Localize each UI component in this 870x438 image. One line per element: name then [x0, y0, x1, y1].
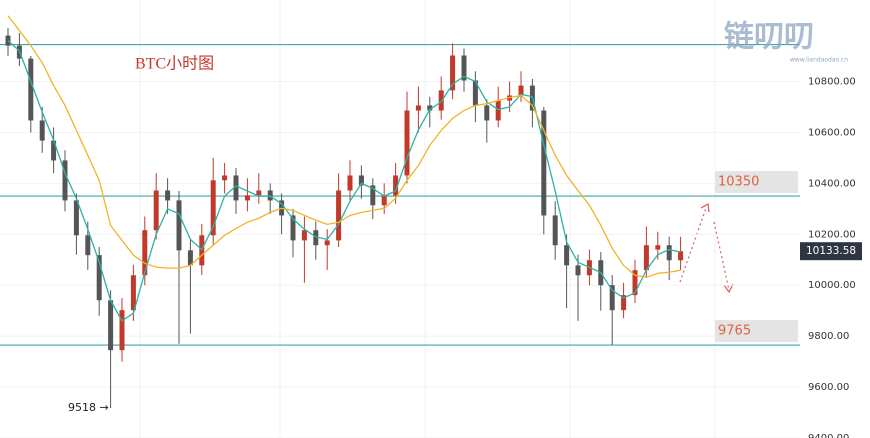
candle-body	[655, 245, 661, 250]
candle-body	[108, 300, 114, 351]
candle-body	[313, 230, 319, 246]
y-tick-label: 10200.00	[808, 229, 856, 240]
candle-body	[324, 240, 330, 246]
candle-body	[643, 245, 649, 271]
level-label: 10350	[718, 175, 759, 190]
arrow-head	[723, 283, 734, 294]
candle-body	[484, 105, 490, 121]
candle-body	[575, 265, 581, 276]
chart-title: BTC小时图	[135, 55, 214, 73]
candle-body	[153, 190, 159, 231]
candles	[5, 28, 684, 408]
candle-body	[28, 58, 34, 121]
candle-body	[495, 100, 501, 121]
y-tick-label: 9600.00	[808, 382, 849, 393]
candle-body	[609, 285, 615, 311]
candle-body	[165, 190, 171, 201]
candle-body	[370, 185, 376, 206]
candle-body	[256, 190, 262, 196]
candle-body	[73, 200, 79, 236]
y-tick-label: 10400.00	[808, 178, 856, 189]
candle-body	[336, 190, 342, 241]
y-tick-label: 10600.00	[808, 127, 856, 138]
arrow-head	[700, 202, 710, 213]
arrow-up	[679, 207, 707, 283]
candle-body	[301, 230, 307, 241]
vertical-grid	[139, 0, 716, 438]
candle-body	[176, 200, 182, 251]
candle-body	[564, 245, 570, 266]
candle-body	[438, 90, 444, 111]
level-label: 9765	[718, 324, 751, 339]
y-tick-label: 9800.00	[808, 331, 849, 342]
candle-body	[142, 230, 148, 276]
candle-body	[427, 105, 433, 111]
level-label-box	[715, 171, 798, 194]
last-price-label: 10133.58	[806, 245, 856, 257]
candle-body	[51, 140, 57, 161]
candle-body	[632, 270, 638, 296]
candle-body	[461, 55, 467, 81]
y-tick-label: 10000.00	[808, 280, 856, 291]
candle-body	[244, 195, 250, 201]
candle-body	[358, 175, 364, 186]
watermark-url: www.liandaodao.cn	[790, 57, 848, 64]
arrow-down	[713, 221, 730, 291]
candle-body	[678, 251, 684, 261]
candle-body	[518, 85, 524, 96]
candle-body	[233, 175, 239, 201]
candle-body	[62, 160, 68, 201]
moving-average	[7, 40, 681, 322]
candle-body	[472, 80, 478, 106]
candle-body	[393, 175, 399, 196]
candle-body	[39, 120, 45, 141]
candle-body	[85, 235, 91, 256]
candle-body	[96, 255, 102, 301]
candle-body	[222, 175, 228, 181]
candle-body	[210, 180, 216, 236]
candle-body	[119, 310, 125, 351]
candle-body	[187, 250, 193, 266]
forecast-arrows	[679, 202, 734, 294]
candle-body	[347, 175, 353, 191]
candle-body	[5, 35, 11, 46]
low-annotation: 9518 →	[68, 401, 109, 414]
y-tick-label: 10800.00	[808, 76, 856, 87]
y-tick-label: 9400.00	[808, 433, 849, 438]
last-price-box	[800, 242, 862, 261]
candle-body	[415, 105, 421, 111]
candle-body	[552, 215, 558, 246]
moving-average	[7, 15, 681, 278]
candle-body	[450, 55, 456, 91]
level-label-box	[715, 320, 798, 343]
candle-body	[381, 195, 387, 206]
watermark: 链叨叨	[724, 20, 814, 55]
candle-body	[666, 245, 672, 261]
candle-body	[290, 215, 296, 241]
candle-body	[130, 275, 136, 311]
candle-body	[541, 110, 547, 216]
candle-body	[621, 295, 627, 311]
candle-body	[404, 110, 410, 176]
